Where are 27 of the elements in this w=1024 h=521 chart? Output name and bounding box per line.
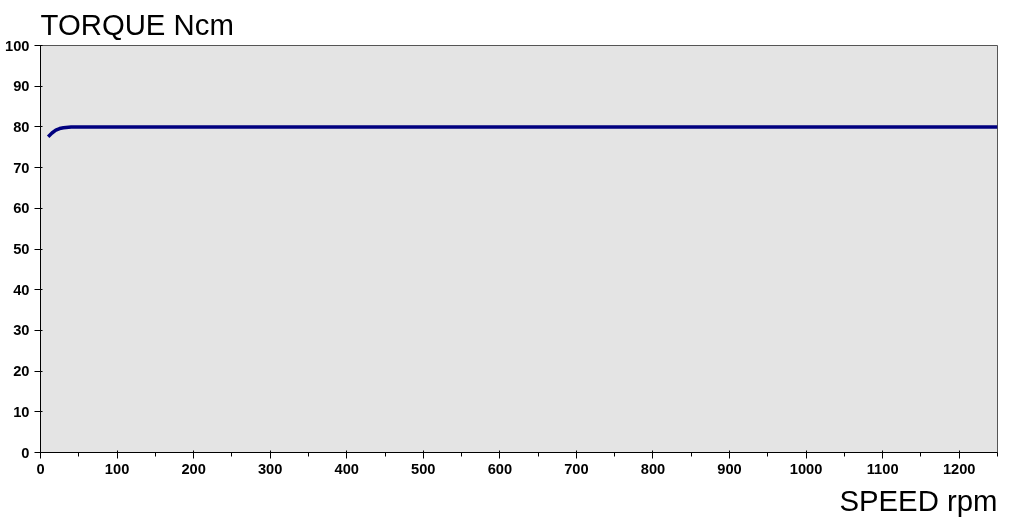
x-axis-title: SPEED rpm [839, 483, 998, 517]
x-tick-label: 400 [334, 460, 359, 477]
x-tick-label: 600 [487, 460, 513, 477]
y-tick-label: 60 [13, 200, 30, 217]
y-tick-label: 30 [13, 322, 30, 339]
x-tick-label: 1000 [789, 460, 823, 477]
y-tick-label: 10 [13, 403, 30, 420]
x-tick-label: 1200 [942, 460, 976, 477]
x-tick-label: 500 [411, 460, 436, 477]
x-tick-label: 700 [564, 460, 589, 477]
line-series [46, 125, 998, 139]
y-tick-label: 90 [13, 78, 30, 95]
y-tick-label: 40 [13, 281, 30, 298]
x-tick-label: 0 [36, 460, 45, 477]
y-tick-label: 50 [13, 241, 30, 257]
y-tick-label: 0 [21, 444, 30, 461]
y-tick-label: 20 [13, 363, 30, 380]
x-tick-label: 300 [257, 460, 283, 477]
x-tick-label: 1100 [866, 460, 899, 477]
y-tick-label: 70 [13, 159, 30, 176]
y-axis-title: TORQUE Ncm [40, 7, 234, 41]
x-tick-label: 100 [104, 460, 130, 477]
y-tick-label: 100 [5, 37, 30, 54]
y-tick-label: 80 [13, 118, 30, 135]
x-tick-label: 800 [640, 460, 666, 477]
x-tick-label: 200 [181, 460, 206, 477]
x-tick-label: 900 [717, 460, 742, 477]
